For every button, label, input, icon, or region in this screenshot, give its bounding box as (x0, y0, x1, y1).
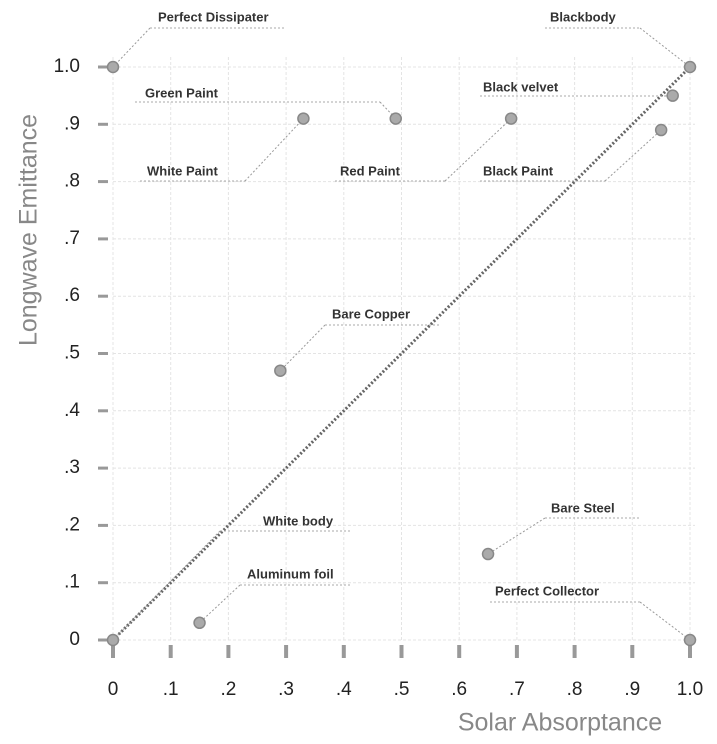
y-tick-label: .5 (64, 343, 80, 364)
point (667, 90, 678, 101)
point (685, 635, 696, 646)
x-axis-label: Solar Absorptance (458, 709, 662, 737)
annotation-leader (640, 602, 690, 640)
point (108, 635, 119, 646)
y-tick-label: .2 (64, 514, 80, 535)
x-tick-label: .4 (336, 679, 352, 700)
annotation: Green Paint (145, 85, 219, 100)
point (275, 365, 286, 376)
point (194, 617, 205, 628)
y-tick-label: .3 (64, 457, 80, 478)
x-tick-label: .3 (278, 679, 294, 700)
annotation-leader (280, 325, 325, 371)
annotation: Black velvet (483, 79, 559, 94)
y-tick-label: 1.0 (54, 56, 80, 77)
y-tick-label: .8 (64, 171, 80, 192)
point (483, 549, 494, 560)
y-tick-label: .4 (64, 400, 80, 421)
chart: Solar Absorptance Longwave Emittance 0 .1… (0, 0, 717, 744)
point (656, 125, 667, 136)
y-axis-label: Longwave Emittance (15, 114, 43, 346)
annotation: White Paint (147, 163, 218, 178)
point (506, 113, 517, 124)
annotation: Red Paint (340, 163, 401, 178)
annotation: White body (263, 513, 334, 528)
x-tick-label: .9 (624, 679, 640, 700)
point (298, 113, 309, 124)
annotation-leader (605, 130, 661, 181)
x-tick-label: .8 (567, 679, 583, 700)
y-tick-label: .1 (64, 572, 80, 593)
annotation-leader (640, 28, 690, 67)
annotation-leader (113, 28, 150, 67)
annotation: Black Paint (483, 163, 554, 178)
x-tick-label: 1.0 (677, 679, 703, 700)
annotation: Perfect Dissipater (158, 9, 269, 24)
annotation: Bare Steel (551, 500, 615, 515)
x-tick-label: .1 (163, 679, 179, 700)
x-tick-label: .2 (220, 679, 236, 700)
y-tick-label: .7 (64, 228, 80, 249)
x-tick-label: .7 (509, 679, 525, 700)
y-tick-label: 0 (69, 629, 80, 650)
y-tick-label: .9 (64, 113, 80, 134)
annotation: Bare Copper (332, 306, 410, 321)
annotation: Aluminum foil (247, 566, 334, 581)
point (685, 62, 696, 73)
x-tick-label: 0 (108, 679, 119, 700)
x-tick-label: .6 (451, 679, 467, 700)
point (108, 62, 119, 73)
annotation: Perfect Collector (495, 583, 599, 598)
y-tick-label: .6 (64, 285, 80, 306)
annotation: Blackbody (550, 9, 617, 24)
annotation-leader (200, 585, 240, 623)
point (390, 113, 401, 124)
x-tick-label: .5 (394, 679, 410, 700)
annotation-leader (245, 119, 303, 181)
